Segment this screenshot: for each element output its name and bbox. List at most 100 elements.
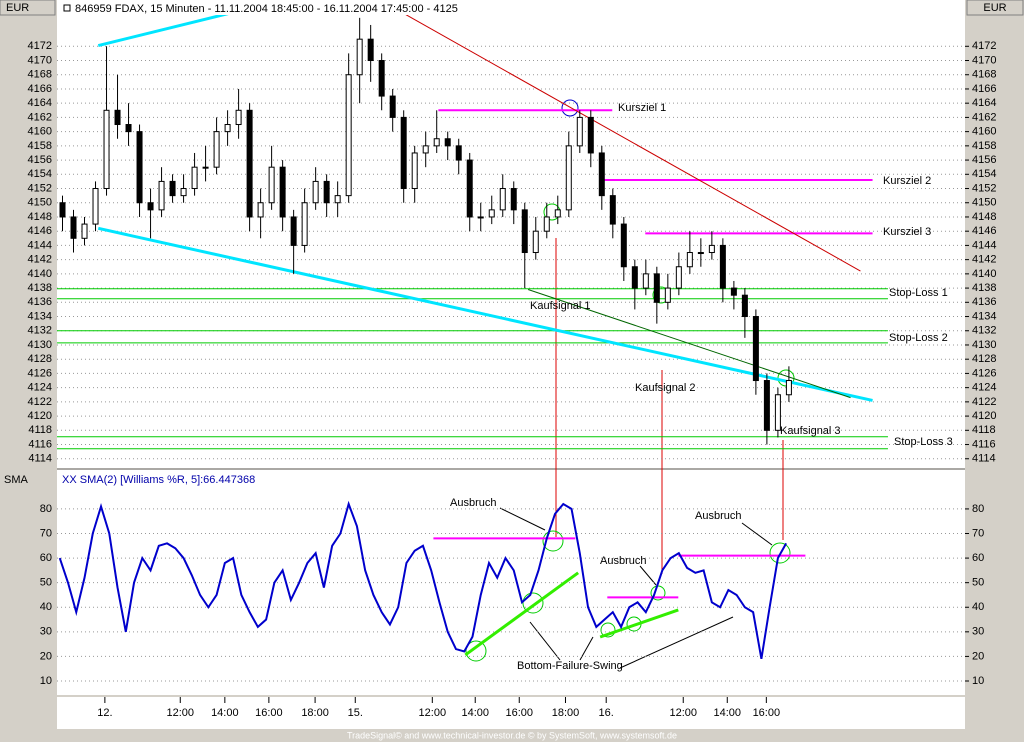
- candle-body: [411, 152, 418, 190]
- candle-body: [158, 180, 165, 211]
- footer: TradeSignal© and www.technical-investor.…: [347, 730, 677, 740]
- candle-body: [631, 266, 638, 289]
- candle-body: [609, 195, 616, 225]
- trend-line: [527, 289, 851, 399]
- y-tick-label-left: 4172: [28, 40, 52, 52]
- panel-label: SMA: [4, 474, 29, 486]
- candle-body: [389, 95, 396, 118]
- x-tick-label: 12:00: [167, 707, 195, 719]
- candle-body: [532, 230, 539, 254]
- y-tick-label-left: 10: [40, 675, 52, 687]
- candle-body: [180, 188, 187, 197]
- y-tick-label-left: 4142: [28, 254, 52, 266]
- time-axis: [57, 697, 965, 729]
- y-tick-label-left: 30: [40, 626, 52, 638]
- y-tick-label-right: 4122: [972, 396, 996, 408]
- candle-body: [686, 252, 693, 268]
- x-tick-label: 12.: [97, 707, 112, 719]
- x-tick-label: 18:00: [301, 707, 329, 719]
- y-tick-label-left: 60: [40, 552, 52, 564]
- candle-body: [92, 188, 99, 225]
- y-tick-label-right: 4140: [972, 268, 996, 280]
- chart-title: 846959 FDAX, 15 Minuten - 11.11.2004 18:…: [75, 3, 458, 15]
- y-tick-label-left: 4152: [28, 182, 52, 194]
- x-tick-label: 16:00: [255, 707, 283, 719]
- candle-body: [202, 166, 209, 169]
- y-tick-label-left: 4160: [28, 126, 52, 138]
- candle-body: [345, 74, 352, 197]
- candle-body: [543, 216, 550, 232]
- plot-layer: [57, 15, 965, 460]
- y-tick-label-right: 4126: [972, 367, 996, 379]
- y-tick-label-right: 4148: [972, 211, 996, 223]
- candle-body: [422, 145, 429, 154]
- y-tick-label-left: 4138: [28, 282, 52, 294]
- y-tick-label-left: 4128: [28, 353, 52, 365]
- candle-body: [774, 394, 781, 431]
- y-tick-label-left: 40: [40, 601, 52, 613]
- candle-body: [257, 202, 264, 218]
- candle-body: [708, 244, 715, 254]
- annotation: Stop-Loss 2: [889, 332, 948, 344]
- y-tick-label-left: 4118: [28, 424, 52, 436]
- candle-body: [103, 109, 110, 190]
- y-tick-label-left: 80: [40, 503, 52, 515]
- candle-body: [499, 188, 506, 211]
- candle-body: [510, 188, 517, 211]
- candle-body: [521, 209, 528, 254]
- y-tick-label-right: 4144: [972, 239, 996, 251]
- candle-body: [675, 266, 682, 289]
- y-tick-label-right: 4158: [972, 140, 996, 152]
- candle-body: [598, 152, 605, 197]
- plot-layer: [57, 500, 965, 682]
- y-tick-label-right: 50: [972, 577, 984, 589]
- y-tick-label-right: 20: [972, 650, 984, 662]
- unit-box: [0, 0, 56, 16]
- trend-line: [599, 608, 679, 639]
- y-tick-label-left: 4158: [28, 140, 52, 152]
- candle-body: [169, 180, 176, 197]
- y-tick-label-right: 4156: [972, 154, 996, 166]
- y-tick-label-right: 70: [972, 527, 984, 539]
- y-tick-label-left: 4150: [28, 197, 52, 209]
- y-tick-label-right: 4134: [972, 310, 996, 322]
- candle-body: [312, 180, 319, 204]
- candle-body: [290, 216, 297, 246]
- x-tick-label: 18:00: [552, 707, 580, 719]
- y-tick-label-right: 4132: [972, 325, 996, 337]
- y-tick-label-left: 4154: [28, 168, 52, 180]
- candle-body: [455, 145, 462, 161]
- annotation: Ausbruch: [695, 510, 741, 522]
- candle-body: [400, 116, 407, 190]
- candle-body: [730, 287, 737, 296]
- y-tick-label-left: 4120: [28, 410, 52, 422]
- y-tick-label-left: 4136: [28, 296, 52, 308]
- connectors: [555, 99, 784, 574]
- annotation: Kaufsignal 2: [635, 382, 696, 394]
- candle-body: [323, 180, 330, 204]
- annotation: Kursziel 3: [883, 226, 931, 238]
- title-icon: [63, 4, 71, 12]
- x-tick-label: 14:00: [714, 707, 742, 719]
- candle-body: [81, 223, 88, 239]
- candle-body: [466, 159, 473, 218]
- y-tick-label-left: 50: [40, 577, 52, 589]
- candle-body: [136, 131, 143, 204]
- candle-body: [785, 380, 792, 396]
- y-tick-label-right: 30: [972, 626, 984, 638]
- candle-body: [114, 109, 121, 126]
- annotation: Ausbruch: [450, 497, 496, 509]
- candle-body: [356, 38, 363, 76]
- y-tick-label-left: 4116: [28, 438, 52, 450]
- y-tick-label-right: 4164: [972, 97, 996, 109]
- candle-body: [752, 316, 759, 382]
- y-tick-label-right: 4136: [972, 296, 996, 308]
- y-tick-label-left: 4170: [28, 54, 52, 66]
- y-tick-label-left: 4124: [28, 382, 52, 394]
- candle-body: [576, 116, 583, 147]
- candle-body: [246, 109, 253, 218]
- y-tick-label-left: 20: [40, 650, 52, 662]
- x-tick-label: 12:00: [669, 707, 697, 719]
- y-tick-label-right: 4124: [972, 382, 996, 394]
- annotation: Ausbruch: [600, 555, 646, 567]
